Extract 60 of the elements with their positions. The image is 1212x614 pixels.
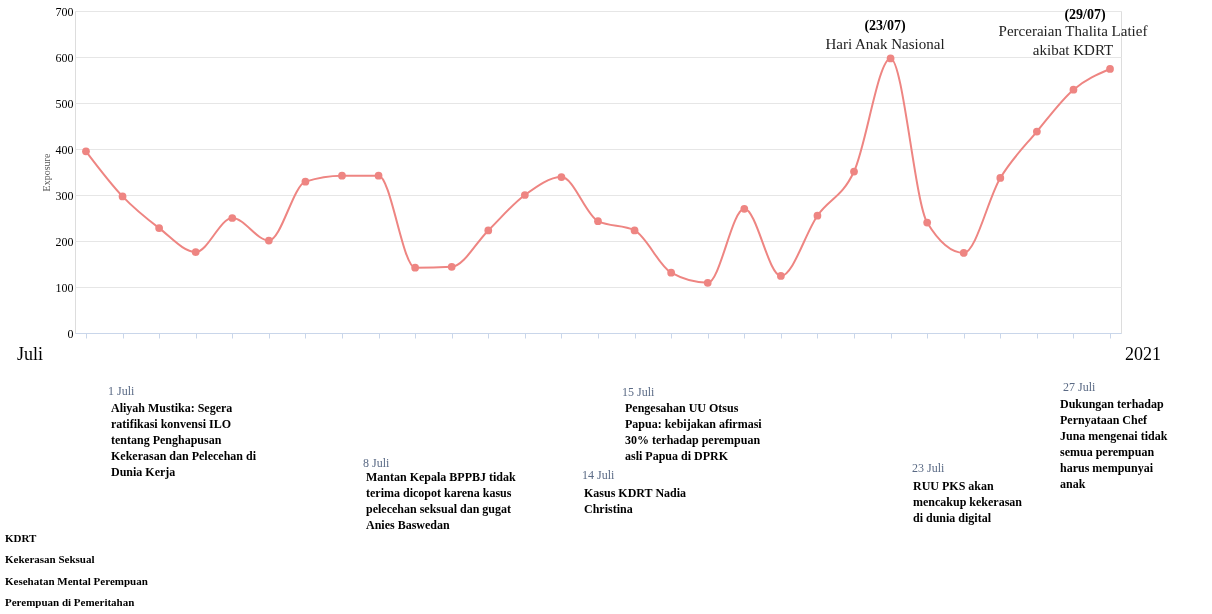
y-tick-label: 100 [55,280,74,295]
text: Juli [16,344,43,364]
point [447,262,456,271]
text: Kesehatan Mental Perempuan [5,575,148,587]
point [1106,65,1114,73]
text: 8 Juli [363,456,390,470]
point [594,217,602,226]
point [630,226,639,235]
point [667,268,676,277]
text: 27 Juli [1063,380,1096,394]
point [740,204,749,213]
point [411,263,420,272]
point [703,278,712,287]
point [996,174,1005,182]
point [338,171,346,180]
text: Mantan Kepala BPPBJ tidak terima dicopot karena kasus pelecehan seksual dan gugat Anies Baswedan [366,470,517,532]
point [959,249,968,257]
text: KDRT [5,532,38,544]
text: 14 Juli [582,468,615,482]
point [886,54,895,63]
text: Aliyah Mustika: Segera ratifikasi konvensi ILO tentang Penghapusan Kekerasan dan Pelecehan di Dunia Kerja [111,401,257,479]
text: Kasus KDRT Nadia Christina [584,486,687,516]
point [228,214,237,222]
text: 23 Juli [912,461,945,475]
annotation: (23/07) [864,18,906,34]
text: 15 Juli [622,385,655,399]
y-tick-label: 300 [55,188,74,203]
y-tick-label: 200 [55,234,74,249]
text: 2021 [1125,344,1161,364]
point [191,248,200,256]
y-tick-label: 600 [55,50,74,65]
y-tick-label: 500 [55,96,74,111]
point [155,224,163,232]
text: Dukungan terhadap Pernyataan Chef Juna mengenai tidak semua perempuan harus mempunyai anak [1060,397,1168,491]
annotation: (29/07) [1064,7,1106,23]
point [520,191,529,199]
point [374,171,383,180]
point [1033,127,1041,136]
text: RUU PKS akan mencakup kekerasan di dunia digital [913,479,1023,525]
point [850,167,858,176]
point [557,173,566,181]
point [301,177,310,186]
y-tick-label: 400 [55,142,74,157]
point [813,211,822,220]
point [923,218,932,227]
y-axis-title: Exposure [40,153,52,192]
point [484,226,493,235]
point [82,147,90,156]
point [1069,85,1078,94]
text: Kekerasan Seksual [5,553,95,565]
text: Pengesahan UU Otsus Papua: kebijakan afirmasi 30% terhadap perempuan asli Papua di DPRK [625,401,763,463]
annotation: Hari Anak Nasional [825,36,945,52]
point [264,236,273,245]
text: 1 Juli [108,384,135,398]
text: Perempuan di Pemeritahan [5,596,135,608]
y-tick-label: 0 [67,326,74,341]
point [118,192,127,201]
point [776,272,785,280]
annotation: Perceraian Thalita Latief akibat KDRT [998,23,1148,58]
y-tick-label: 700 [55,4,74,19]
